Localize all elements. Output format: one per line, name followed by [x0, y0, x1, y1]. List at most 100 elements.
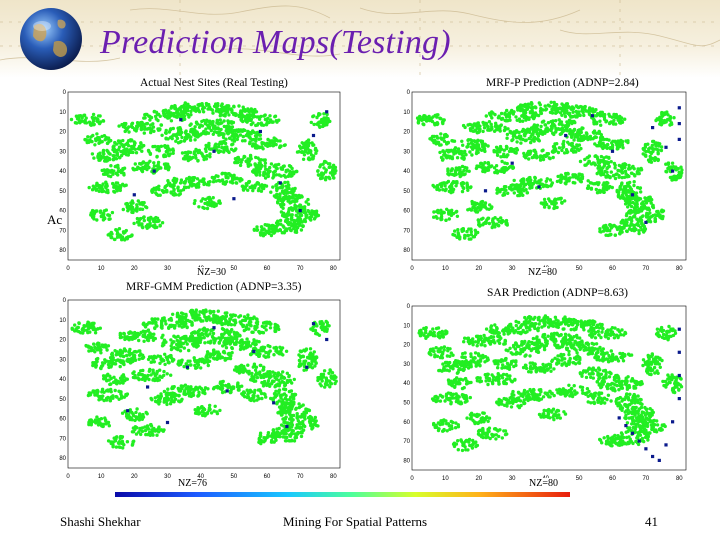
nest-marker — [677, 122, 681, 126]
y-tick-label: 70 — [59, 228, 66, 234]
nest-marker — [212, 149, 216, 153]
marsh-cluster — [295, 138, 319, 162]
marsh-cluster — [188, 118, 239, 137]
marsh-cluster — [522, 148, 555, 162]
marsh-cluster — [210, 171, 244, 186]
y-tick-label: 10 — [59, 110, 66, 116]
nest-marker — [311, 133, 316, 138]
x-tick-label: 60 — [609, 266, 616, 272]
y-tick-label: 50 — [403, 401, 410, 407]
nest-marker — [165, 420, 170, 425]
nest-marker — [146, 385, 150, 389]
marsh-cluster — [432, 418, 461, 433]
x-tick-label: 50 — [576, 266, 583, 272]
nest-marker — [610, 149, 615, 153]
nest-marker — [185, 365, 189, 369]
marsh-cluster — [415, 113, 446, 127]
marsh-cluster — [509, 387, 556, 403]
marsh-cluster — [492, 144, 520, 159]
plot-mrfgmm: 0 10 20 30 40 50 60 70 80 0 10 20 30 40 50 60 70 80 — [54, 296, 344, 482]
marsh-cluster — [615, 180, 643, 203]
marsh-cluster — [431, 179, 473, 195]
marsh-cluster — [521, 361, 556, 374]
x-tick-label: 70 — [297, 266, 304, 272]
x-tick-label: 30 — [509, 266, 516, 272]
y-tick-label: 80 — [403, 458, 410, 464]
marsh-cluster — [248, 344, 289, 359]
nest-marker — [657, 458, 661, 462]
nest-marker — [644, 447, 648, 451]
marsh-cluster — [100, 163, 127, 179]
marsh-cluster — [446, 376, 473, 391]
x-tick-label: 20 — [475, 266, 482, 272]
y-tick-label: 40 — [59, 377, 66, 383]
marsh-cluster — [316, 159, 338, 182]
marsh-cluster — [495, 396, 527, 410]
nest-marker — [651, 126, 655, 130]
y-tick-label: 30 — [403, 149, 410, 155]
marsh-cluster — [462, 333, 508, 348]
x-tick-label: 10 — [98, 474, 105, 480]
marsh-cluster — [476, 216, 509, 230]
marsh-cluster — [475, 372, 517, 387]
y-tick-label: 20 — [403, 343, 410, 349]
x-tick-label: 60 — [264, 266, 271, 272]
marsh-cluster — [476, 426, 509, 441]
panel-title-mrfgmm: MRF-GMM Prediction (ADNP=3.35) — [126, 281, 302, 293]
marsh-cluster — [578, 366, 613, 381]
nest-marker — [564, 133, 568, 138]
marsh-cluster — [309, 319, 331, 337]
nest-marker — [510, 161, 514, 165]
marsh-cluster — [504, 339, 547, 358]
y-tick-label: 20 — [403, 130, 410, 136]
marsh-cluster — [466, 199, 494, 214]
footer-page-number: 41 — [645, 514, 658, 529]
marsh-cluster — [598, 223, 626, 238]
marsh-cluster — [106, 434, 136, 450]
footer-author: Shashi Shekhar — [60, 514, 141, 529]
marsh-cluster — [316, 368, 338, 389]
marsh-cluster — [565, 128, 605, 143]
marsh-cluster — [474, 159, 516, 175]
y-tick-label: 10 — [403, 110, 410, 116]
map-background — [0, 0, 720, 78]
x-tick-label: 30 — [509, 476, 516, 482]
nz-label-sar: NZ=80 — [527, 478, 560, 489]
nest-marker — [677, 106, 681, 110]
y-tick-label: 70 — [59, 436, 66, 442]
marsh-cluster — [593, 137, 630, 151]
marsh-cluster — [641, 139, 664, 164]
marsh-cluster — [240, 179, 269, 193]
marsh-cluster — [430, 391, 472, 406]
y-tick-label: 10 — [403, 323, 410, 329]
nest-marker — [671, 169, 675, 173]
marsh-cluster — [146, 144, 175, 159]
marsh-cluster — [587, 326, 628, 341]
y-tick-label: 80 — [59, 456, 66, 462]
marsh-cluster — [239, 113, 281, 128]
x-tick-label: 80 — [676, 266, 683, 272]
nest-marker — [179, 118, 183, 122]
x-tick-label: 20 — [131, 474, 138, 480]
marsh-cluster — [257, 431, 280, 446]
marsh-cluster — [204, 348, 234, 362]
nest-marker — [126, 409, 130, 413]
header-band — [0, 0, 720, 78]
panel-title-actual: Actual Nest Sites (Real Testing) — [140, 77, 288, 89]
marsh-cluster — [110, 347, 146, 365]
nest-marker — [232, 197, 236, 201]
x-tick-label: 40 — [197, 474, 204, 480]
y-tick-label: 10 — [59, 318, 66, 324]
marsh-cluster — [131, 159, 171, 175]
nest-marker — [677, 373, 681, 378]
x-tick-label: 50 — [231, 266, 238, 272]
y-tick-label: 0 — [407, 304, 411, 310]
marsh-cluster — [221, 336, 261, 352]
nz-label-mrfgmm: NZ=76 — [176, 478, 209, 489]
marsh-cluster — [512, 175, 554, 190]
x-tick-label: 30 — [164, 266, 171, 272]
